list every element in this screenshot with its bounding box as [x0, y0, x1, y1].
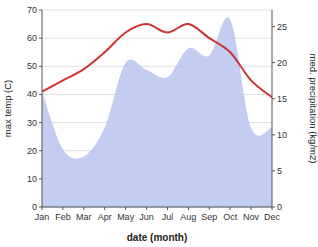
y2-tick-label: 10: [277, 130, 287, 140]
y2-tick: [272, 98, 275, 99]
x-tick-label: Dec: [264, 212, 281, 222]
y2-tick-label: 20: [277, 58, 287, 68]
chart: 0 10 20 30 40 50 60 70 0 5 10 15 20 25 Jan Feb Mar Apr May…: [0, 0, 318, 247]
y-axis-title: max temp (C): [2, 80, 13, 138]
y2-axis-line: [272, 10, 273, 207]
x-axis-line: [42, 207, 272, 208]
x-tick: [42, 207, 43, 210]
grid-line: [42, 10, 272, 11]
x-tick: [230, 207, 231, 210]
y2-tick-label: 0: [277, 202, 282, 212]
axes: 0 10 20 30 40 50 60 70 0 5 10 15 20 25 Jan Feb Mar Apr May…: [27, 5, 287, 222]
x-tick-label: Aug: [180, 212, 196, 222]
x-tick-label: Nov: [243, 212, 260, 222]
x-tick: [104, 207, 105, 210]
x-tick: [209, 207, 210, 210]
x-tick-label: Feb: [55, 212, 71, 222]
line: [42, 24, 272, 97]
y-tick: [39, 94, 42, 95]
y2-axis-title: med. precipitation (kg/m2): [308, 54, 318, 164]
grid-line: [42, 38, 272, 39]
x-tick: [125, 207, 126, 210]
x-tick: [272, 207, 273, 210]
y-tick-label: 10: [27, 174, 37, 184]
y2-tick-label: 25: [277, 22, 287, 32]
x-tick: [251, 207, 252, 210]
x-tick-label: Jan: [35, 212, 50, 222]
x-tick-label: May: [117, 212, 135, 222]
x-tick: [146, 207, 147, 210]
y-tick-label: 40: [27, 89, 37, 99]
x-tick-label: Apr: [98, 212, 112, 222]
x-tick: [83, 207, 84, 210]
y-tick: [39, 122, 42, 123]
y-tick-label: 60: [27, 33, 37, 43]
y2-tick: [272, 62, 275, 63]
y-tick-label: 20: [27, 146, 37, 156]
y-tick: [39, 178, 42, 179]
y2-tick: [272, 134, 275, 135]
y-tick: [39, 66, 42, 67]
x-axis-title: date (month): [127, 232, 188, 243]
y-axis-line: [42, 10, 43, 207]
x-tick: [167, 207, 168, 210]
y2-tick: [272, 26, 275, 27]
plot-area: [42, 17, 272, 207]
y-tick: [39, 38, 42, 39]
x-tick-label: Mar: [76, 212, 92, 222]
y-tick: [39, 150, 42, 151]
y-tick-label: 70: [27, 5, 37, 15]
x-tick-label: Oct: [223, 212, 238, 222]
y-tick: [39, 10, 42, 11]
x-tick-label: Jul: [162, 212, 174, 222]
area: [42, 17, 272, 207]
grid: [42, 10, 272, 207]
y2-tick: [272, 170, 275, 171]
y-tick-label: 50: [27, 61, 37, 71]
y2-tick-label: 15: [277, 94, 287, 104]
x-tick-label: Sep: [201, 212, 217, 222]
y-tick-label: 30: [27, 118, 37, 128]
x-tick: [62, 207, 63, 210]
y2-tick-label: 5: [277, 166, 282, 176]
y-tick-label: 0: [32, 202, 37, 212]
x-tick: [188, 207, 189, 210]
grid-line: [42, 207, 272, 208]
x-tick-label: Jun: [139, 212, 154, 222]
